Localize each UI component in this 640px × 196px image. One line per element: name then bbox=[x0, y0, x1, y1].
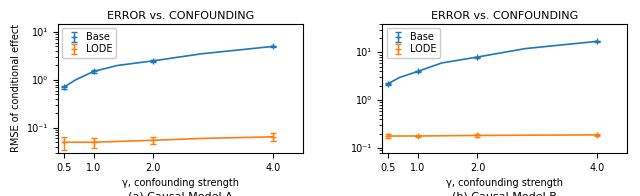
Y-axis label: RMSE of conditional effect: RMSE of conditional effect bbox=[11, 24, 21, 152]
Text: (b) Causal Model B: (b) Causal Model B bbox=[452, 192, 557, 196]
Legend: Base, LODE: Base, LODE bbox=[387, 28, 440, 58]
Title: ERROR vs. CONFOUNDING: ERROR vs. CONFOUNDING bbox=[107, 11, 254, 21]
Legend: Base, LODE: Base, LODE bbox=[63, 28, 116, 58]
X-axis label: γ, confounding strength: γ, confounding strength bbox=[446, 178, 563, 188]
Text: (a) Causal Model A: (a) Causal Model A bbox=[128, 192, 233, 196]
Title: ERROR vs. CONFOUNDING: ERROR vs. CONFOUNDING bbox=[431, 11, 578, 21]
X-axis label: γ, confounding strength: γ, confounding strength bbox=[122, 178, 239, 188]
